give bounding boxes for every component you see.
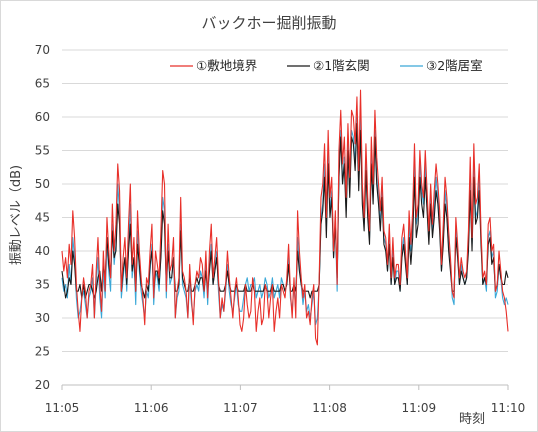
chart-title: バックホー掘削振動 [201,14,336,32]
x-tick-label: 11:10 [491,401,526,415]
y-tick-label: 60 [35,110,50,124]
x-tick-label: 11:09 [402,401,437,415]
x-axis-label: 時刻 [459,412,485,427]
x-tick-label: 11:08 [312,401,347,415]
y-tick-label: 65 [35,77,50,91]
y-tick-label: 50 [35,177,50,191]
y-tick-label: 55 [35,144,50,158]
x-tick-label: 11:05 [45,401,80,415]
x-axis-ticks: 11:05 11:06 11:07 11:08 11:09 11:10 [45,385,526,415]
y-tick-label: 30 [35,311,50,325]
y-tick-label: 40 [35,244,50,258]
y-tick-label: 35 [35,278,50,292]
y-tick-label: 25 [35,345,50,359]
x-tick-label: 11:06 [134,401,169,415]
legend-label-series-2: ②1階玄関 [313,58,370,73]
legend: ①敷地境界 ②1階玄関 ③2階居室 [170,58,483,73]
x-tick-label: 11:07 [223,401,258,415]
y-axis-ticks: 20 25 30 35 40 45 50 55 60 65 70 [35,43,50,392]
legend-label-series-1: ①敷地境界 [196,58,258,73]
y-axis-label: 振動レベル（dB) [9,165,24,265]
series-line-1 [61,89,509,346]
legend-label-series-3: ③2階居室 [426,58,483,73]
y-tick-label: 70 [35,43,50,57]
series-lines [61,89,509,346]
y-tick-label: 20 [35,378,50,392]
y-tick-label: 45 [35,211,50,225]
